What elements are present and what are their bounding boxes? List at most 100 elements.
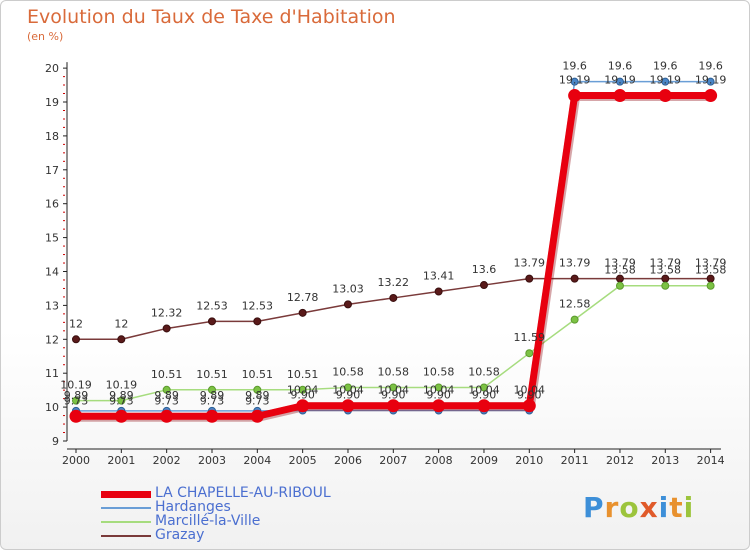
y-tick-label: 15 <box>45 232 59 245</box>
data-label-hardanges: 9.90 <box>472 388 497 401</box>
data-label-grazay: 13.03 <box>332 282 364 295</box>
data-label-la-chapelle: 19.19 <box>604 74 636 87</box>
data-point-hardanges <box>661 77 670 86</box>
data-point-grazay <box>389 293 398 302</box>
data-point-marcille <box>615 281 624 290</box>
data-point-grazay <box>72 335 80 344</box>
x-tick-label: 2003 <box>198 454 226 467</box>
data-label-la-chapelle: 9.73 <box>64 394 89 407</box>
data-label-marcille: 12.58 <box>559 298 591 311</box>
data-label-la-chapelle: 19.19 <box>559 74 591 87</box>
x-tick-label: 2008 <box>425 454 453 467</box>
data-label-grazay: 13.79 <box>650 257 682 270</box>
data-label-la-chapelle: 9.73 <box>154 394 179 407</box>
data-point-marcille <box>207 385 216 394</box>
data-point-la-chapelle <box>432 399 446 413</box>
data-label-la-chapelle: 19.19 <box>695 74 727 87</box>
y-tick-label: 16 <box>45 198 59 211</box>
data-label-grazay: 13.79 <box>604 257 636 270</box>
data-point-hardanges <box>706 77 715 86</box>
data-point-la-chapelle <box>69 409 83 423</box>
data-label-la-chapelle: 19.19 <box>650 74 682 87</box>
data-point-la-chapelle <box>477 399 491 413</box>
data-point-marcille <box>117 396 126 405</box>
data-point-hardanges <box>615 77 624 86</box>
data-label-la-chapelle: 10.04 <box>332 384 364 397</box>
data-label-marcille: 13.58 <box>650 264 682 277</box>
data-label-marcille: 10.51 <box>196 368 228 381</box>
data-label-marcille: 10.51 <box>151 368 183 381</box>
data-point-marcille <box>706 281 715 290</box>
data-point-hardanges <box>570 77 579 86</box>
x-tick-label: 2000 <box>62 454 90 467</box>
legend-swatch-hardanges <box>101 507 151 509</box>
data-label-grazay: 13.79 <box>695 257 727 270</box>
data-point-grazay <box>207 317 216 326</box>
data-point-marcille <box>525 349 534 358</box>
data-label-la-chapelle: 10.04 <box>468 384 500 397</box>
data-point-grazay <box>117 335 126 344</box>
legend-label: Grazay <box>155 527 205 543</box>
y-tick-label: 17 <box>45 164 59 177</box>
data-label-la-chapelle: 10.04 <box>378 384 410 397</box>
data-point-la-chapelle <box>704 89 718 103</box>
data-label-grazay: 13.79 <box>514 257 546 270</box>
data-point-marcille <box>661 281 670 290</box>
data-label-la-chapelle: 10.04 <box>514 384 546 397</box>
data-label-la-chapelle: 9.73 <box>109 394 134 407</box>
data-label-grazay: 12.32 <box>151 306 183 319</box>
y-tick-label: 14 <box>45 266 59 279</box>
data-label-la-chapelle: 9.73 <box>200 394 225 407</box>
y-tick-label: 11 <box>45 367 59 380</box>
data-point-grazay <box>343 300 352 309</box>
data-point-marcille <box>434 383 443 392</box>
data-label-grazay: 12 <box>69 317 83 330</box>
data-point-marcille <box>479 383 488 392</box>
data-label-marcille: 10.51 <box>287 368 319 381</box>
data-label-hardanges: 19.6 <box>608 60 633 73</box>
data-point-la-chapelle <box>613 89 627 103</box>
data-label-grazay: 12.78 <box>287 291 319 304</box>
data-point-la-chapelle <box>341 399 355 413</box>
x-tick-label: 2007 <box>379 454 407 467</box>
legend-swatch-marcille <box>101 521 151 523</box>
data-point-la-chapelle <box>250 409 264 423</box>
data-label-hardanges: 9.89 <box>109 389 134 402</box>
data-label-grazay: 12.53 <box>196 299 228 312</box>
data-label-marcille: 10.58 <box>378 365 410 378</box>
series-layer <box>69 77 718 423</box>
data-label-hardanges: 19.6 <box>562 60 587 73</box>
x-tick-label: 2004 <box>243 454 271 467</box>
data-label-marcille: 10.51 <box>242 368 274 381</box>
legend-label: Hardanges <box>155 499 231 515</box>
data-label-hardanges: 9.90 <box>381 388 406 401</box>
data-label-hardanges: 9.89 <box>64 389 89 402</box>
y-tick-label: 10 <box>45 401 59 414</box>
data-label-hardanges: 19.6 <box>698 60 723 73</box>
data-point-la-chapelle <box>205 409 219 423</box>
x-tick-label: 2009 <box>470 454 498 467</box>
data-label-marcille: 10.19 <box>106 379 138 392</box>
data-point-grazay <box>253 317 262 326</box>
data-label-marcille: 13.58 <box>695 264 727 277</box>
x-tick-label: 2006 <box>334 454 362 467</box>
x-tick-label: 2005 <box>289 454 317 467</box>
data-label-marcille: 10.58 <box>332 365 364 378</box>
data-point-grazay <box>434 287 443 296</box>
data-point-la-chapelle <box>296 399 310 413</box>
x-tick-label: 2012 <box>606 454 634 467</box>
data-label-hardanges: 9.90 <box>290 388 315 401</box>
legend-swatch-la-chapelle <box>101 491 151 498</box>
data-label-hardanges: 19.6 <box>653 60 678 73</box>
x-tick-label: 2011 <box>561 454 589 467</box>
data-label-la-chapelle: 10.04 <box>423 384 455 397</box>
y-tick-label: 18 <box>45 130 59 143</box>
data-label-hardanges: 9.89 <box>200 389 225 402</box>
data-label-marcille: 10.58 <box>468 365 500 378</box>
unit-label: (en %) <box>27 30 64 43</box>
data-point-la-chapelle <box>522 399 536 413</box>
data-point-grazay <box>298 308 307 317</box>
data-point-la-chapelle <box>114 409 128 423</box>
data-point-la-chapelle <box>386 399 400 413</box>
